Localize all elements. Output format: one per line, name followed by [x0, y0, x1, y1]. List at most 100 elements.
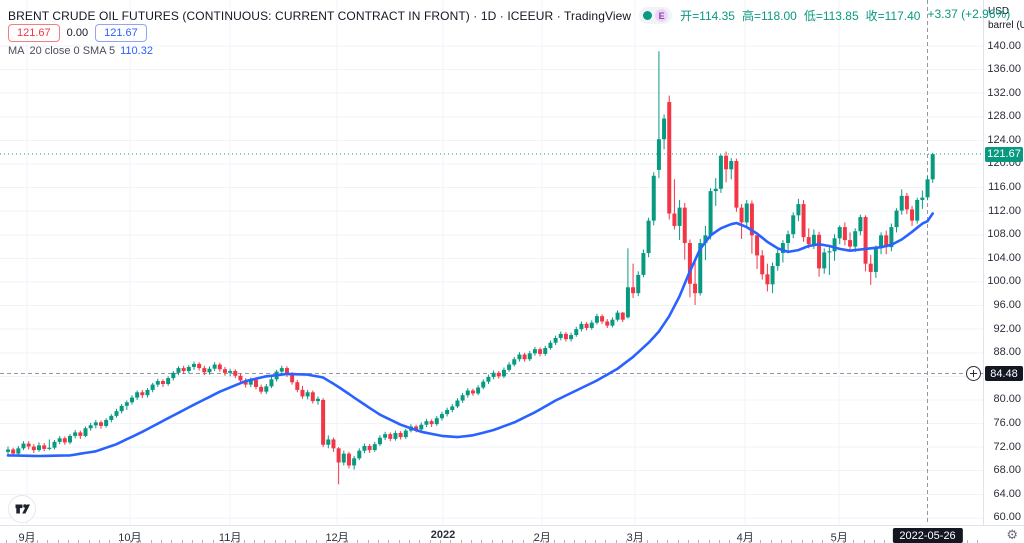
candle-body — [625, 287, 630, 318]
time-axis[interactable]: 2022-05-26 ⚙ 9月 10月 11月 12月 2022 2月 3月 4月 5月 — [0, 525, 1024, 543]
candle-body — [429, 421, 434, 425]
time-axis-label: 12月 — [325, 532, 349, 543]
time-axis-minor-tick — [791, 540, 793, 543]
candle-body — [832, 238, 837, 252]
candle-body — [21, 443, 26, 449]
market-status-dot-icon — [643, 11, 653, 20]
time-axis-minor-tick — [615, 540, 617, 543]
candle-body — [610, 319, 615, 326]
candle-body — [904, 195, 909, 210]
price-axis-label: 72.00 — [993, 440, 1021, 453]
price-axis-label: 80.00 — [993, 393, 1021, 406]
time-axis-minor-tick — [57, 540, 59, 543]
time-axis-minor-tick — [873, 540, 875, 543]
candle-body — [631, 287, 636, 294]
time-axis-minor-tick — [481, 540, 483, 543]
candle-body — [460, 395, 465, 401]
candle-body — [589, 322, 594, 328]
candle-body — [894, 210, 899, 228]
add-order-plus-button[interactable] — [966, 366, 981, 382]
ohlc-open: 开=114.35 — [680, 9, 735, 23]
candle-body — [357, 450, 362, 459]
candle-body — [109, 415, 114, 420]
candle-body — [176, 368, 181, 373]
candle-body — [47, 447, 52, 449]
candle-body — [873, 247, 878, 272]
symbol-title[interactable]: BRENT CRUDE OIL FUTURES (CONTINUOUS: CUR… — [8, 8, 632, 23]
time-axis-minor-tick — [378, 540, 379, 543]
tradingview-logo-icon — [15, 504, 30, 514]
candle-body — [512, 359, 517, 365]
time-axis-minor-tick — [429, 540, 431, 543]
price-axis-unit: USD barrel (US — [988, 5, 1024, 33]
candle-body — [238, 375, 243, 381]
time-axis-minor-tick — [522, 540, 524, 543]
price-axis-label: 104.00 — [987, 251, 1021, 264]
tradingview-logo[interactable] — [8, 495, 36, 523]
candle-body — [414, 426, 419, 430]
time-axis-minor-tick — [26, 540, 28, 543]
candle-body — [83, 428, 88, 436]
candle-body — [186, 366, 191, 372]
indicator-legend[interactable]: MA 20 close 0 SMA 5 110.32 — [8, 45, 153, 57]
candle-body — [770, 266, 775, 285]
candle-body — [207, 368, 212, 373]
candle-body — [817, 234, 822, 269]
candle-body — [145, 389, 150, 396]
candle-body — [383, 434, 388, 438]
time-axis-minor-tick — [202, 540, 204, 543]
candle-body — [579, 323, 584, 330]
time-axis-minor-tick — [450, 540, 452, 543]
candle-body — [827, 251, 832, 253]
candle-body — [501, 369, 506, 377]
price-axis[interactable]: USD barrel (US 121.67 84.48 140.00 136.00… — [983, 0, 1024, 525]
price-axis-label: 92.00 — [993, 322, 1021, 335]
candle-body — [749, 203, 754, 236]
time-axis-minor-tick — [285, 540, 286, 543]
time-axis-minor-tick — [47, 540, 49, 543]
time-axis-minor-tick — [677, 540, 679, 543]
candle-body — [331, 439, 336, 449]
candle-body — [6, 449, 10, 452]
chart-settings-gear-icon[interactable]: ⚙ — [1006, 527, 1018, 542]
candle-body — [811, 234, 816, 245]
candle-body — [36, 445, 41, 451]
candle-body — [760, 255, 765, 275]
candle-body — [228, 371, 233, 373]
candle-body — [191, 363, 196, 367]
time-axis-minor-tick — [594, 540, 596, 543]
data-mode-badge[interactable]: E — [639, 7, 673, 24]
price-chart-canvas[interactable] — [0, 0, 983, 525]
indicator-value: 110.32 — [120, 45, 153, 57]
sell-button[interactable]: 121.67 — [8, 24, 60, 42]
candle-body — [31, 446, 36, 451]
candle-body — [879, 235, 884, 248]
time-axis-minor-tick — [212, 540, 214, 543]
time-axis-minor-tick — [326, 540, 328, 543]
candle-body — [486, 376, 491, 382]
time-axis-minor-tick — [532, 540, 534, 543]
time-axis-minor-tick — [336, 540, 338, 543]
time-axis-minor-tick — [491, 540, 493, 543]
candle-body — [67, 435, 72, 443]
candle-body — [656, 139, 661, 170]
candle-body — [780, 243, 785, 254]
price-axis-label: 76.00 — [993, 417, 1021, 430]
time-axis-label: 2月 — [533, 532, 551, 543]
time-axis-minor-tick — [801, 540, 803, 543]
candle-body — [718, 155, 723, 189]
time-axis-minor-tick — [543, 540, 545, 543]
candle-body — [160, 381, 165, 385]
buy-button[interactable]: 121.67 — [95, 24, 147, 42]
time-axis-minor-tick — [6, 540, 7, 543]
candle-body — [724, 155, 729, 170]
time-axis-minor-tick — [305, 540, 307, 543]
candle-body — [713, 188, 718, 192]
price-axis-label: 136.00 — [987, 63, 1021, 76]
candle-body — [279, 368, 284, 372]
time-axis-minor-tick — [749, 540, 751, 543]
candle-body — [119, 405, 124, 412]
candle-body — [863, 217, 868, 264]
time-axis-minor-tick — [760, 540, 762, 543]
candle-body — [78, 432, 83, 436]
